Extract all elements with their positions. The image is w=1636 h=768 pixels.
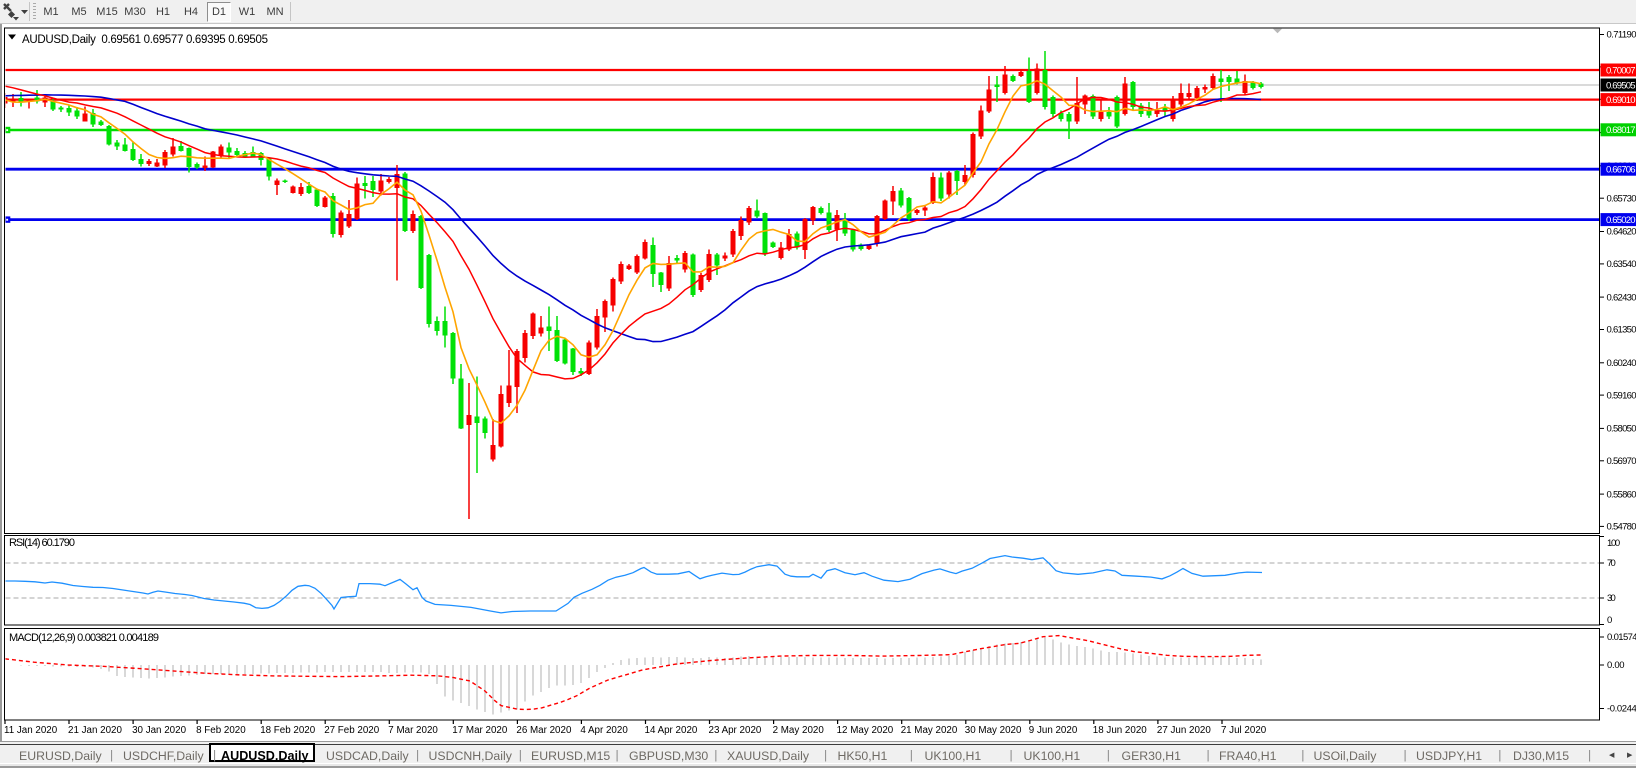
svg-text:MACD(12,26,9) 0.003821 0.00418: MACD(12,26,9) 0.003821 0.004189 bbox=[9, 632, 159, 644]
svg-text:30 Jan 2020: 30 Jan 2020 bbox=[132, 725, 186, 736]
svg-text:14 Apr 2020: 14 Apr 2020 bbox=[645, 725, 698, 736]
svg-text:0: 0 bbox=[1607, 615, 1612, 626]
svg-text:0.56970: 0.56970 bbox=[1607, 456, 1636, 467]
svg-text:0.69010: 0.69010 bbox=[1606, 95, 1636, 106]
svg-text:0.62430: 0.62430 bbox=[1607, 292, 1636, 303]
svg-text:0.55860: 0.55860 bbox=[1607, 489, 1636, 500]
svg-text:0.66706: 0.66706 bbox=[1606, 165, 1636, 176]
svg-text:2 May 2020: 2 May 2020 bbox=[773, 725, 825, 736]
svg-text:18 Jun 2020: 18 Jun 2020 bbox=[1093, 725, 1147, 736]
svg-text:12 May 2020: 12 May 2020 bbox=[837, 725, 894, 736]
svg-text:9 Jun 2020: 9 Jun 2020 bbox=[1029, 725, 1078, 736]
svg-text:27 Jun 2020: 27 Jun 2020 bbox=[1157, 725, 1211, 736]
svg-text:30 May 2020: 30 May 2020 bbox=[965, 725, 1022, 736]
svg-text:0.58050: 0.58050 bbox=[1607, 424, 1636, 435]
svg-text:17 Mar 2020: 17 Mar 2020 bbox=[452, 725, 508, 736]
svg-text:0.61350: 0.61350 bbox=[1607, 325, 1636, 336]
svg-text:100: 100 bbox=[1607, 538, 1620, 549]
svg-text:0.65020: 0.65020 bbox=[1606, 215, 1636, 226]
svg-text:18 Feb 2020: 18 Feb 2020 bbox=[260, 725, 316, 736]
svg-text:0.69505: 0.69505 bbox=[1606, 80, 1636, 91]
svg-text:70: 70 bbox=[1607, 558, 1616, 569]
svg-text:0.54780: 0.54780 bbox=[1607, 522, 1636, 533]
svg-text:0.59160: 0.59160 bbox=[1607, 390, 1636, 401]
svg-text:21 Jan 2020: 21 Jan 2020 bbox=[68, 725, 122, 736]
svg-text:27 Feb 2020: 27 Feb 2020 bbox=[324, 725, 380, 736]
svg-text:0.015743: 0.015743 bbox=[1607, 632, 1636, 643]
svg-text:0.63540: 0.63540 bbox=[1607, 259, 1636, 270]
svg-text:4 Apr 2020: 4 Apr 2020 bbox=[580, 725, 628, 736]
svg-text:-0.024416: -0.024416 bbox=[1607, 704, 1636, 715]
svg-text:7 Jul 2020: 7 Jul 2020 bbox=[1221, 725, 1267, 736]
svg-text:0.64620: 0.64620 bbox=[1607, 227, 1636, 238]
svg-text:0.60240: 0.60240 bbox=[1607, 358, 1636, 369]
svg-text:21 May 2020: 21 May 2020 bbox=[901, 725, 958, 736]
svg-text:7 Mar 2020: 7 Mar 2020 bbox=[388, 725, 438, 736]
svg-text:AUDUSD,Daily 0.69561 0.69577: AUDUSD,Daily 0.69561 0.69577 0.69395 0.6… bbox=[22, 34, 268, 46]
svg-text:23 Apr 2020: 23 Apr 2020 bbox=[709, 725, 762, 736]
svg-text:0.71190: 0.71190 bbox=[1607, 30, 1636, 41]
svg-text:0.65730: 0.65730 bbox=[1607, 193, 1636, 204]
svg-text:0.00: 0.00 bbox=[1607, 660, 1625, 671]
svg-text:11 Jan 2020: 11 Jan 2020 bbox=[4, 725, 58, 736]
svg-text:0.70007: 0.70007 bbox=[1606, 65, 1636, 76]
svg-text:26 Mar 2020: 26 Mar 2020 bbox=[516, 725, 572, 736]
svg-text:0.68017: 0.68017 bbox=[1606, 125, 1636, 136]
svg-text:30: 30 bbox=[1607, 593, 1616, 604]
svg-text:8 Feb 2020: 8 Feb 2020 bbox=[196, 725, 246, 736]
svg-text:RSI(14) 60.1790: RSI(14) 60.1790 bbox=[9, 537, 75, 549]
